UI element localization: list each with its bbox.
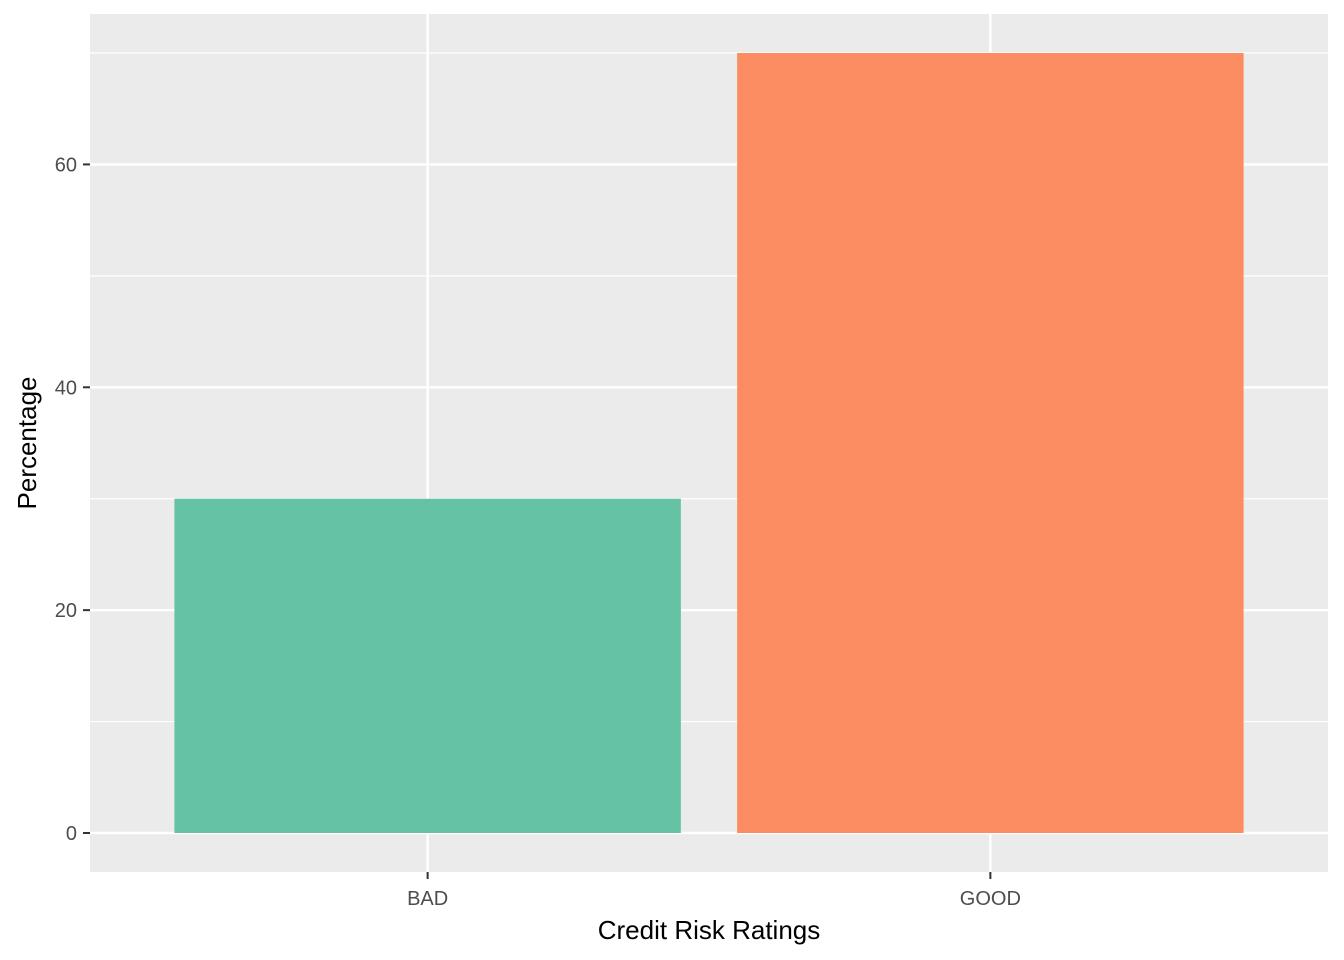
x-axis: BAD GOOD	[407, 872, 1021, 910]
y-tick-label: 0	[66, 823, 77, 845]
bar-good	[737, 53, 1244, 833]
y-axis: 0 20 40 60	[55, 154, 90, 845]
y-axis-title: Percentage	[12, 377, 42, 510]
bar-bad	[174, 498, 681, 833]
x-tick-label: BAD	[407, 888, 448, 910]
x-tick-label: GOOD	[960, 888, 1021, 910]
y-tick-label: 60	[55, 154, 77, 176]
y-tick-label: 40	[55, 377, 77, 399]
y-tick-label: 20	[55, 600, 77, 622]
x-axis-title: Credit Risk Ratings	[598, 915, 821, 945]
bars	[174, 53, 1244, 833]
